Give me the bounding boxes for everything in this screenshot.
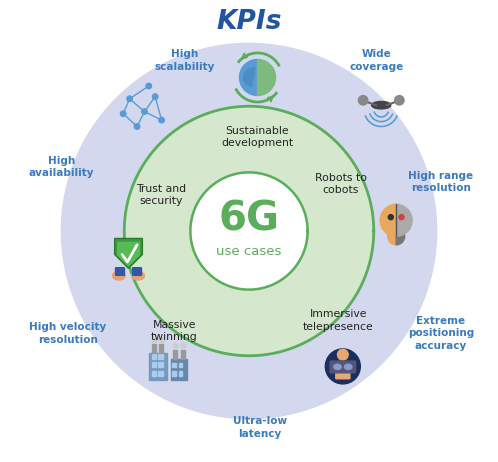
Circle shape [146,83,151,89]
Text: Massive
twinning: Massive twinning [151,320,198,342]
Text: High
availability: High availability [28,156,94,178]
Ellipse shape [131,272,144,280]
Circle shape [181,343,186,348]
Circle shape [152,94,158,99]
Wedge shape [396,204,412,237]
Ellipse shape [334,364,341,370]
FancyBboxPatch shape [152,353,156,359]
FancyBboxPatch shape [172,363,176,367]
Circle shape [61,43,437,419]
Circle shape [159,338,164,343]
Circle shape [125,107,373,355]
Text: High range
resolution: High range resolution [408,170,474,194]
Wedge shape [257,59,276,96]
Polygon shape [118,243,139,266]
Circle shape [338,349,348,360]
Circle shape [173,344,178,349]
FancyBboxPatch shape [116,267,124,275]
FancyBboxPatch shape [132,267,141,275]
Circle shape [399,214,404,220]
Circle shape [325,349,361,384]
Text: Extreme
positioning
accuracy: Extreme positioning accuracy [408,316,474,351]
Circle shape [121,111,126,116]
Circle shape [394,96,404,105]
FancyBboxPatch shape [172,371,176,376]
Text: Ultra-low
latency: Ultra-low latency [233,416,287,438]
Wedge shape [387,228,396,245]
Text: Wide
coverage: Wide coverage [350,49,404,72]
Ellipse shape [113,272,125,280]
Wedge shape [244,68,255,87]
FancyBboxPatch shape [179,371,182,376]
Wedge shape [396,228,405,245]
Circle shape [142,109,147,115]
Text: High
scalability: High scalability [155,49,215,72]
Circle shape [388,214,393,220]
FancyBboxPatch shape [149,353,167,380]
Ellipse shape [372,102,391,109]
Text: Immersive
telepresence: Immersive telepresence [303,310,374,332]
FancyBboxPatch shape [181,350,185,359]
FancyBboxPatch shape [173,350,177,359]
FancyBboxPatch shape [152,371,156,376]
Text: Sustainable
development: Sustainable development [222,126,294,148]
FancyBboxPatch shape [158,353,163,359]
Circle shape [240,59,276,96]
Circle shape [159,117,164,123]
FancyBboxPatch shape [336,371,350,379]
Text: High velocity
resolution: High velocity resolution [29,322,107,345]
Ellipse shape [345,364,352,370]
FancyBboxPatch shape [158,362,163,367]
Circle shape [359,96,368,105]
Wedge shape [380,204,396,237]
FancyBboxPatch shape [158,371,163,376]
FancyBboxPatch shape [330,361,356,373]
Circle shape [380,204,412,237]
FancyBboxPatch shape [152,344,156,353]
FancyBboxPatch shape [171,359,187,380]
FancyBboxPatch shape [159,344,163,353]
FancyBboxPatch shape [179,363,182,367]
Text: Robots to
cobots: Robots to cobots [315,173,367,195]
FancyBboxPatch shape [152,362,156,367]
Text: use cases: use cases [216,245,282,258]
Circle shape [191,173,307,289]
Text: Trust and
security: Trust and security [136,183,187,206]
Circle shape [127,96,132,102]
Wedge shape [240,59,257,96]
Text: 6G: 6G [219,199,279,239]
Circle shape [152,338,157,343]
Polygon shape [115,238,142,268]
Text: KPIs: KPIs [216,9,282,35]
Circle shape [134,124,140,129]
